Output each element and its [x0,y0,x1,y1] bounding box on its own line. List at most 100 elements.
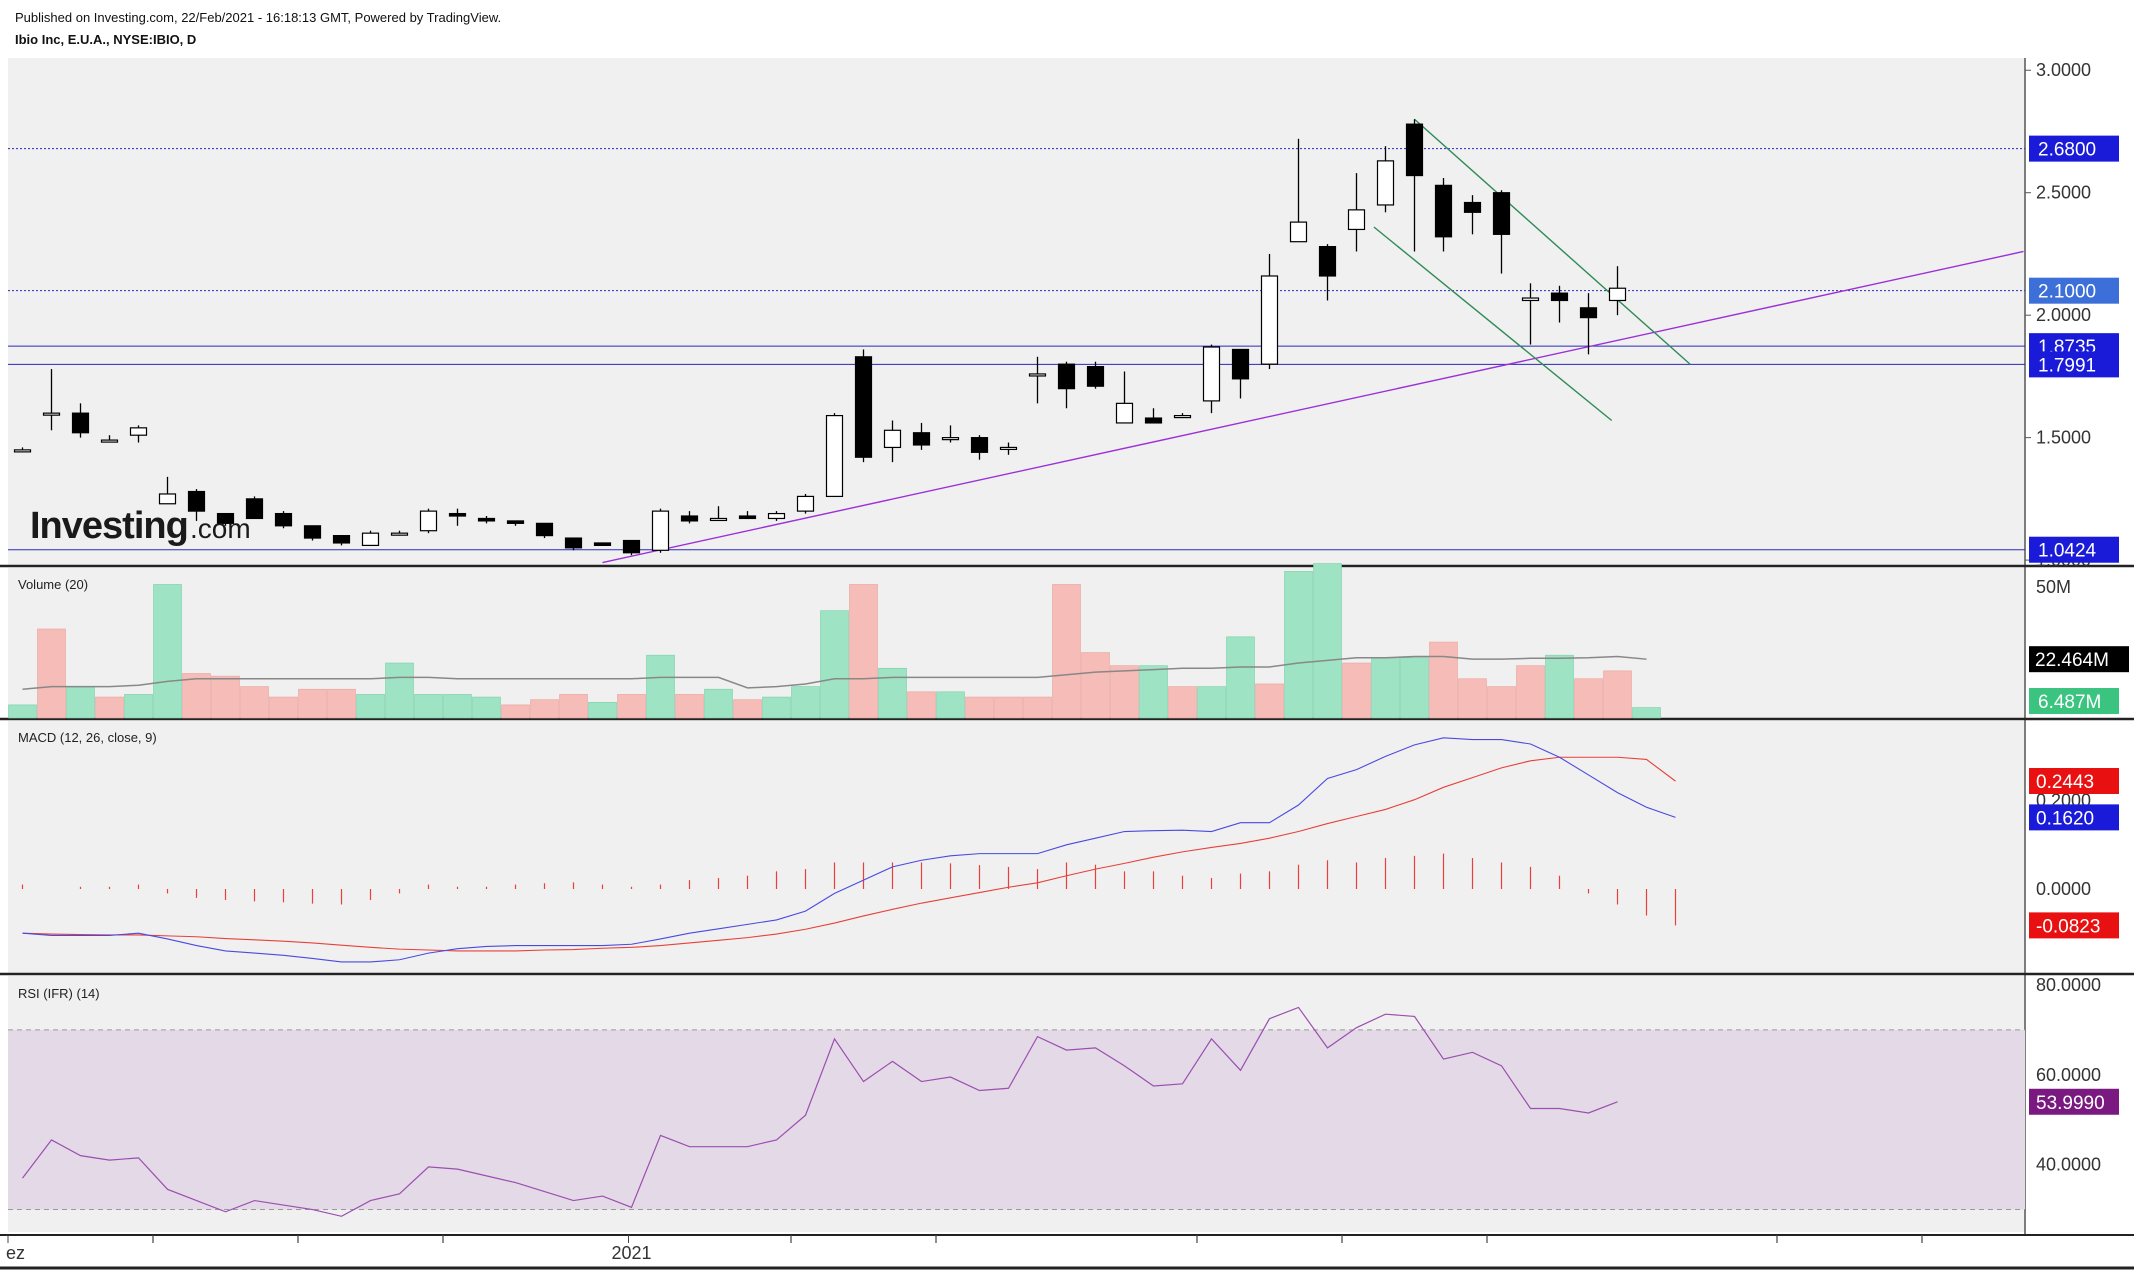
candle-body[interactable] [1086,366,1105,387]
candle-body[interactable] [419,510,438,532]
volume-bar [298,688,327,719]
candle-body[interactable] [1405,123,1424,177]
candle-body[interactable] [1260,275,1279,365]
candle-body[interactable] [274,512,293,527]
candle-body[interactable] [883,429,902,449]
candle-body[interactable] [970,437,989,453]
candle-body[interactable] [1202,346,1221,402]
candle-body[interactable] [1434,184,1453,238]
volume-bar [1313,563,1342,719]
candle-body[interactable] [245,498,264,520]
volume-bar [327,688,356,719]
volume-bar [907,691,936,719]
candle-body[interactable] [912,432,931,446]
volume-bar [1487,686,1516,719]
candle-body[interactable] [42,412,61,416]
candle-body[interactable] [216,512,235,524]
volume-bar [1081,652,1110,719]
candle-body[interactable] [535,522,554,537]
candle-body[interactable] [767,512,786,520]
macd-tick-label: 0.0000 [2036,879,2091,899]
volume-bar [791,686,820,719]
volume-bar [675,694,704,719]
volume-bar [762,696,791,719]
candle-body[interactable] [13,449,32,453]
candle-body[interactable] [477,517,496,522]
candle-body[interactable] [332,535,351,544]
candle-body[interactable] [1463,201,1482,213]
rsi-band [8,1029,2025,1210]
candle-body[interactable] [1579,307,1598,319]
candle-body[interactable] [738,515,757,520]
candle-body[interactable] [187,490,206,512]
macd-value-label: 0.1620 [2036,808,2094,829]
candle-body[interactable] [1521,297,1540,302]
investing-logo: Investing [30,505,188,547]
candle-body[interactable] [999,446,1018,451]
level-label-bg [2029,277,2119,304]
investing-logo-suffix: .com [190,513,251,544]
volume-bar [994,696,1023,719]
candle-body[interactable] [1231,348,1250,380]
candle-body[interactable] [1028,373,1047,377]
volume-bar [1574,678,1603,719]
chart-header: Published on Investing.com, 22/Feb/2021 … [15,10,501,48]
candle-body[interactable] [390,532,409,536]
candle-body[interactable] [622,539,641,554]
candle-body[interactable] [506,520,525,524]
rsi-tick-label: 60.0000 [2036,1065,2101,1085]
candle-body[interactable] [361,532,380,547]
volume-bar [414,694,443,719]
volume-bar [1110,665,1139,719]
candle-body[interactable] [680,515,699,522]
candle-body[interactable] [1550,292,1569,302]
candle-body[interactable] [941,437,960,441]
level-label-bg [2029,536,2119,563]
trend-line [602,250,2024,564]
volume-bar [849,584,878,719]
volume-bar [95,696,124,719]
candle-body[interactable] [1289,221,1308,243]
candle-body[interactable] [71,412,90,434]
volume-bar [936,691,965,719]
volume-bar [617,694,646,719]
candle-body[interactable] [1608,287,1627,302]
candle-body[interactable] [1173,414,1192,419]
candle-body[interactable] [1057,363,1076,390]
volume-ma-label: 22.464M [2035,650,2109,671]
candle-body[interactable] [303,525,322,539]
candle-body[interactable] [129,427,148,436]
volume-bar [733,699,762,719]
volume-bar [501,704,530,719]
candle-body[interactable] [854,356,873,458]
volume-bar [1226,636,1255,719]
volume-title: Volume (20) [18,577,88,592]
candle-body[interactable] [1144,417,1163,424]
trend-line [1414,118,1691,365]
candle-body[interactable] [593,542,612,547]
rsi-line [22,1006,1618,1217]
candle-body[interactable] [709,517,728,522]
candle-body[interactable] [448,512,467,517]
candle-body[interactable] [158,493,177,505]
candle-body[interactable] [1318,245,1337,277]
candle-body[interactable] [825,414,844,498]
candle-body[interactable] [1492,192,1511,235]
candle-body[interactable] [796,495,815,512]
volume-bar [1545,654,1574,719]
volume-bar [385,662,414,719]
candle-body[interactable] [1376,160,1395,206]
volume-bar [1052,584,1081,719]
candle-body[interactable] [100,439,119,443]
candle-body[interactable] [1347,209,1366,231]
candle-body[interactable] [651,510,670,551]
volume-bar [588,701,617,719]
candle-body[interactable] [564,537,583,549]
rsi-tick-label: 80.0000 [2036,975,2101,995]
level-label: 1.7991 [2038,355,2096,376]
candle-body[interactable] [1115,402,1134,424]
price-tick-label: 3.0000 [2036,60,2091,80]
volume-bar [646,654,675,719]
volume-bar [1284,571,1313,719]
